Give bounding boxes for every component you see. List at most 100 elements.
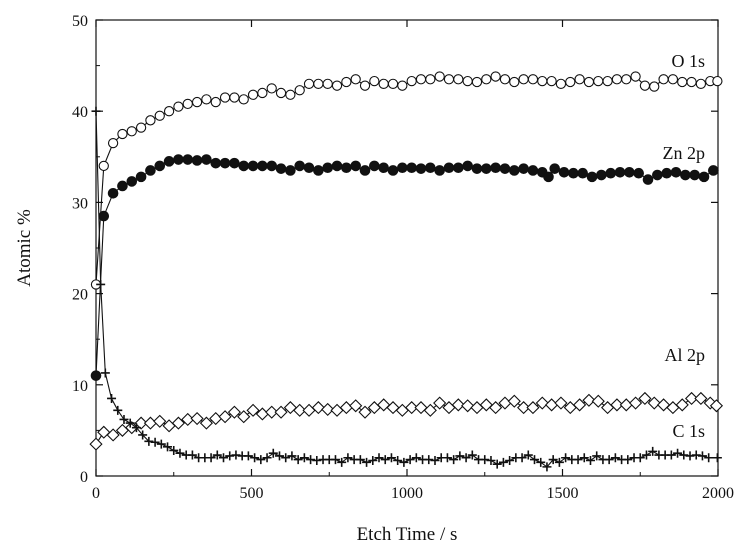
data-point-zn-2p: [387, 165, 399, 176]
data-point-al-2p: [694, 391, 708, 406]
data-point-o-1s: [639, 80, 651, 91]
data-point-zn-2p: [201, 154, 212, 165]
data-point-zn-2p: [596, 169, 607, 181]
data-point-o-1s: [359, 80, 371, 91]
data-point-c-1s: [399, 457, 409, 467]
data-point-zn-2p: [219, 157, 231, 169]
x-tick-label: 1500: [547, 485, 579, 502]
data-point-al-2p: [461, 399, 475, 413]
data-point-al-2p: [190, 411, 204, 426]
data-point-al-2p: [227, 405, 241, 419]
data-point-c-1s: [442, 453, 452, 463]
data-point-o-1s: [602, 75, 613, 87]
data-point-zn-2p: [173, 154, 184, 165]
data-point-c-1s: [461, 453, 471, 463]
data-point-al-2p: [535, 396, 549, 410]
data-point-o-1s: [574, 74, 585, 85]
data-point-zn-2p: [275, 163, 287, 174]
data-point-c-1s: [424, 455, 434, 465]
data-point-c-1s: [411, 453, 421, 463]
data-point-c-1s: [107, 393, 117, 403]
data-point-o-1s: [527, 74, 539, 85]
data-point-o-1s: [145, 115, 156, 126]
data-point-zn-2p: [135, 171, 147, 183]
data-point-zn-2p: [117, 180, 128, 192]
data-point-o-1s: [201, 94, 212, 105]
data-point-o-1s: [509, 76, 520, 88]
data-point-c-1s: [455, 451, 465, 461]
y-tick-label: 0: [80, 469, 88, 486]
series-layer: [89, 71, 724, 472]
y-tick-label: 10: [72, 378, 88, 395]
data-point-al-2p: [274, 405, 288, 419]
data-point-o-1s: [677, 76, 688, 88]
data-point-c-1s: [635, 453, 645, 463]
data-point-zn-2p: [471, 163, 483, 174]
data-point-c-1s: [374, 453, 384, 463]
data-point-zn-2p: [350, 160, 361, 172]
data-point-c-1s: [561, 453, 571, 463]
data-point-zn-2p: [191, 155, 203, 166]
y-tick-label: 50: [72, 13, 88, 30]
data-point-c-1s: [712, 453, 722, 463]
data-point-c-1s: [100, 368, 110, 378]
data-point-c-1s: [691, 450, 701, 460]
data-point-al-2p: [106, 428, 120, 442]
data-point-c-1s: [536, 457, 546, 467]
data-point-al-2p: [358, 405, 372, 419]
data-point-c-1s: [163, 442, 173, 452]
data-point-c-1s: [306, 455, 316, 465]
data-point-c-1s: [119, 414, 129, 424]
data-point-c-1s: [666, 450, 676, 460]
data-point-o-1s: [247, 89, 259, 100]
x-axis-ticks: 0 500 1000 1500 2000: [92, 20, 734, 502]
data-point-zn-2p: [285, 165, 296, 176]
data-point-c-1s: [299, 453, 309, 463]
data-point-c-1s: [610, 453, 620, 463]
data-point-o-1s: [565, 76, 576, 88]
data-point-c-1s: [293, 455, 303, 465]
data-point-o-1s: [555, 78, 567, 89]
data-point-c-1s: [138, 430, 148, 440]
data-point-zn-2p: [708, 165, 719, 176]
data-point-c-1s: [368, 455, 378, 465]
data-point-al-2p: [656, 398, 671, 412]
data-point-c-1s: [648, 446, 658, 456]
data-point-al-2p: [405, 401, 419, 415]
data-point-zn-2p: [406, 162, 417, 174]
data-point-al-2p: [377, 398, 391, 412]
data-point-o-1s: [406, 75, 417, 87]
data-point-al-2p: [433, 396, 447, 410]
data-point-zn-2p: [303, 162, 315, 174]
data-point-c-1s: [405, 455, 415, 465]
data-point-c-1s: [517, 453, 527, 463]
data-point-o-1s: [285, 89, 296, 100]
data-point-o-1s: [303, 78, 315, 89]
data-point-zn-2p: [107, 187, 119, 199]
data-point-al-2p: [349, 399, 363, 413]
data-point-o-1s: [378, 78, 389, 89]
data-point-c-1s: [268, 448, 278, 458]
data-point-c-1s: [312, 455, 322, 465]
data-point-zn-2p: [266, 160, 278, 172]
data-point-al-2p: [489, 401, 503, 415]
data-point-o-1s: [453, 74, 464, 85]
data-point-o-1s: [658, 74, 669, 85]
data-point-zn-2p: [359, 165, 371, 176]
data-point-o-1s: [481, 74, 492, 85]
data-point-al-2p: [153, 414, 167, 428]
data-point-c-1s: [330, 455, 340, 465]
data-point-zn-2p: [154, 160, 166, 172]
data-point-al-2p: [684, 391, 699, 406]
data-point-o-1s: [649, 81, 660, 92]
data-point-zn-2p: [98, 210, 110, 222]
series-c-1s: [91, 106, 722, 472]
data-point-o-1s: [294, 85, 305, 96]
data-point-c-1s: [355, 455, 365, 465]
data-point-zn-2p: [229, 157, 240, 169]
data-point-o-1s: [425, 74, 436, 85]
data-point-zn-2p: [568, 167, 579, 179]
data-point-c-1s: [492, 459, 502, 469]
series-al-2p: [89, 391, 724, 451]
data-point-o-1s: [331, 80, 343, 91]
